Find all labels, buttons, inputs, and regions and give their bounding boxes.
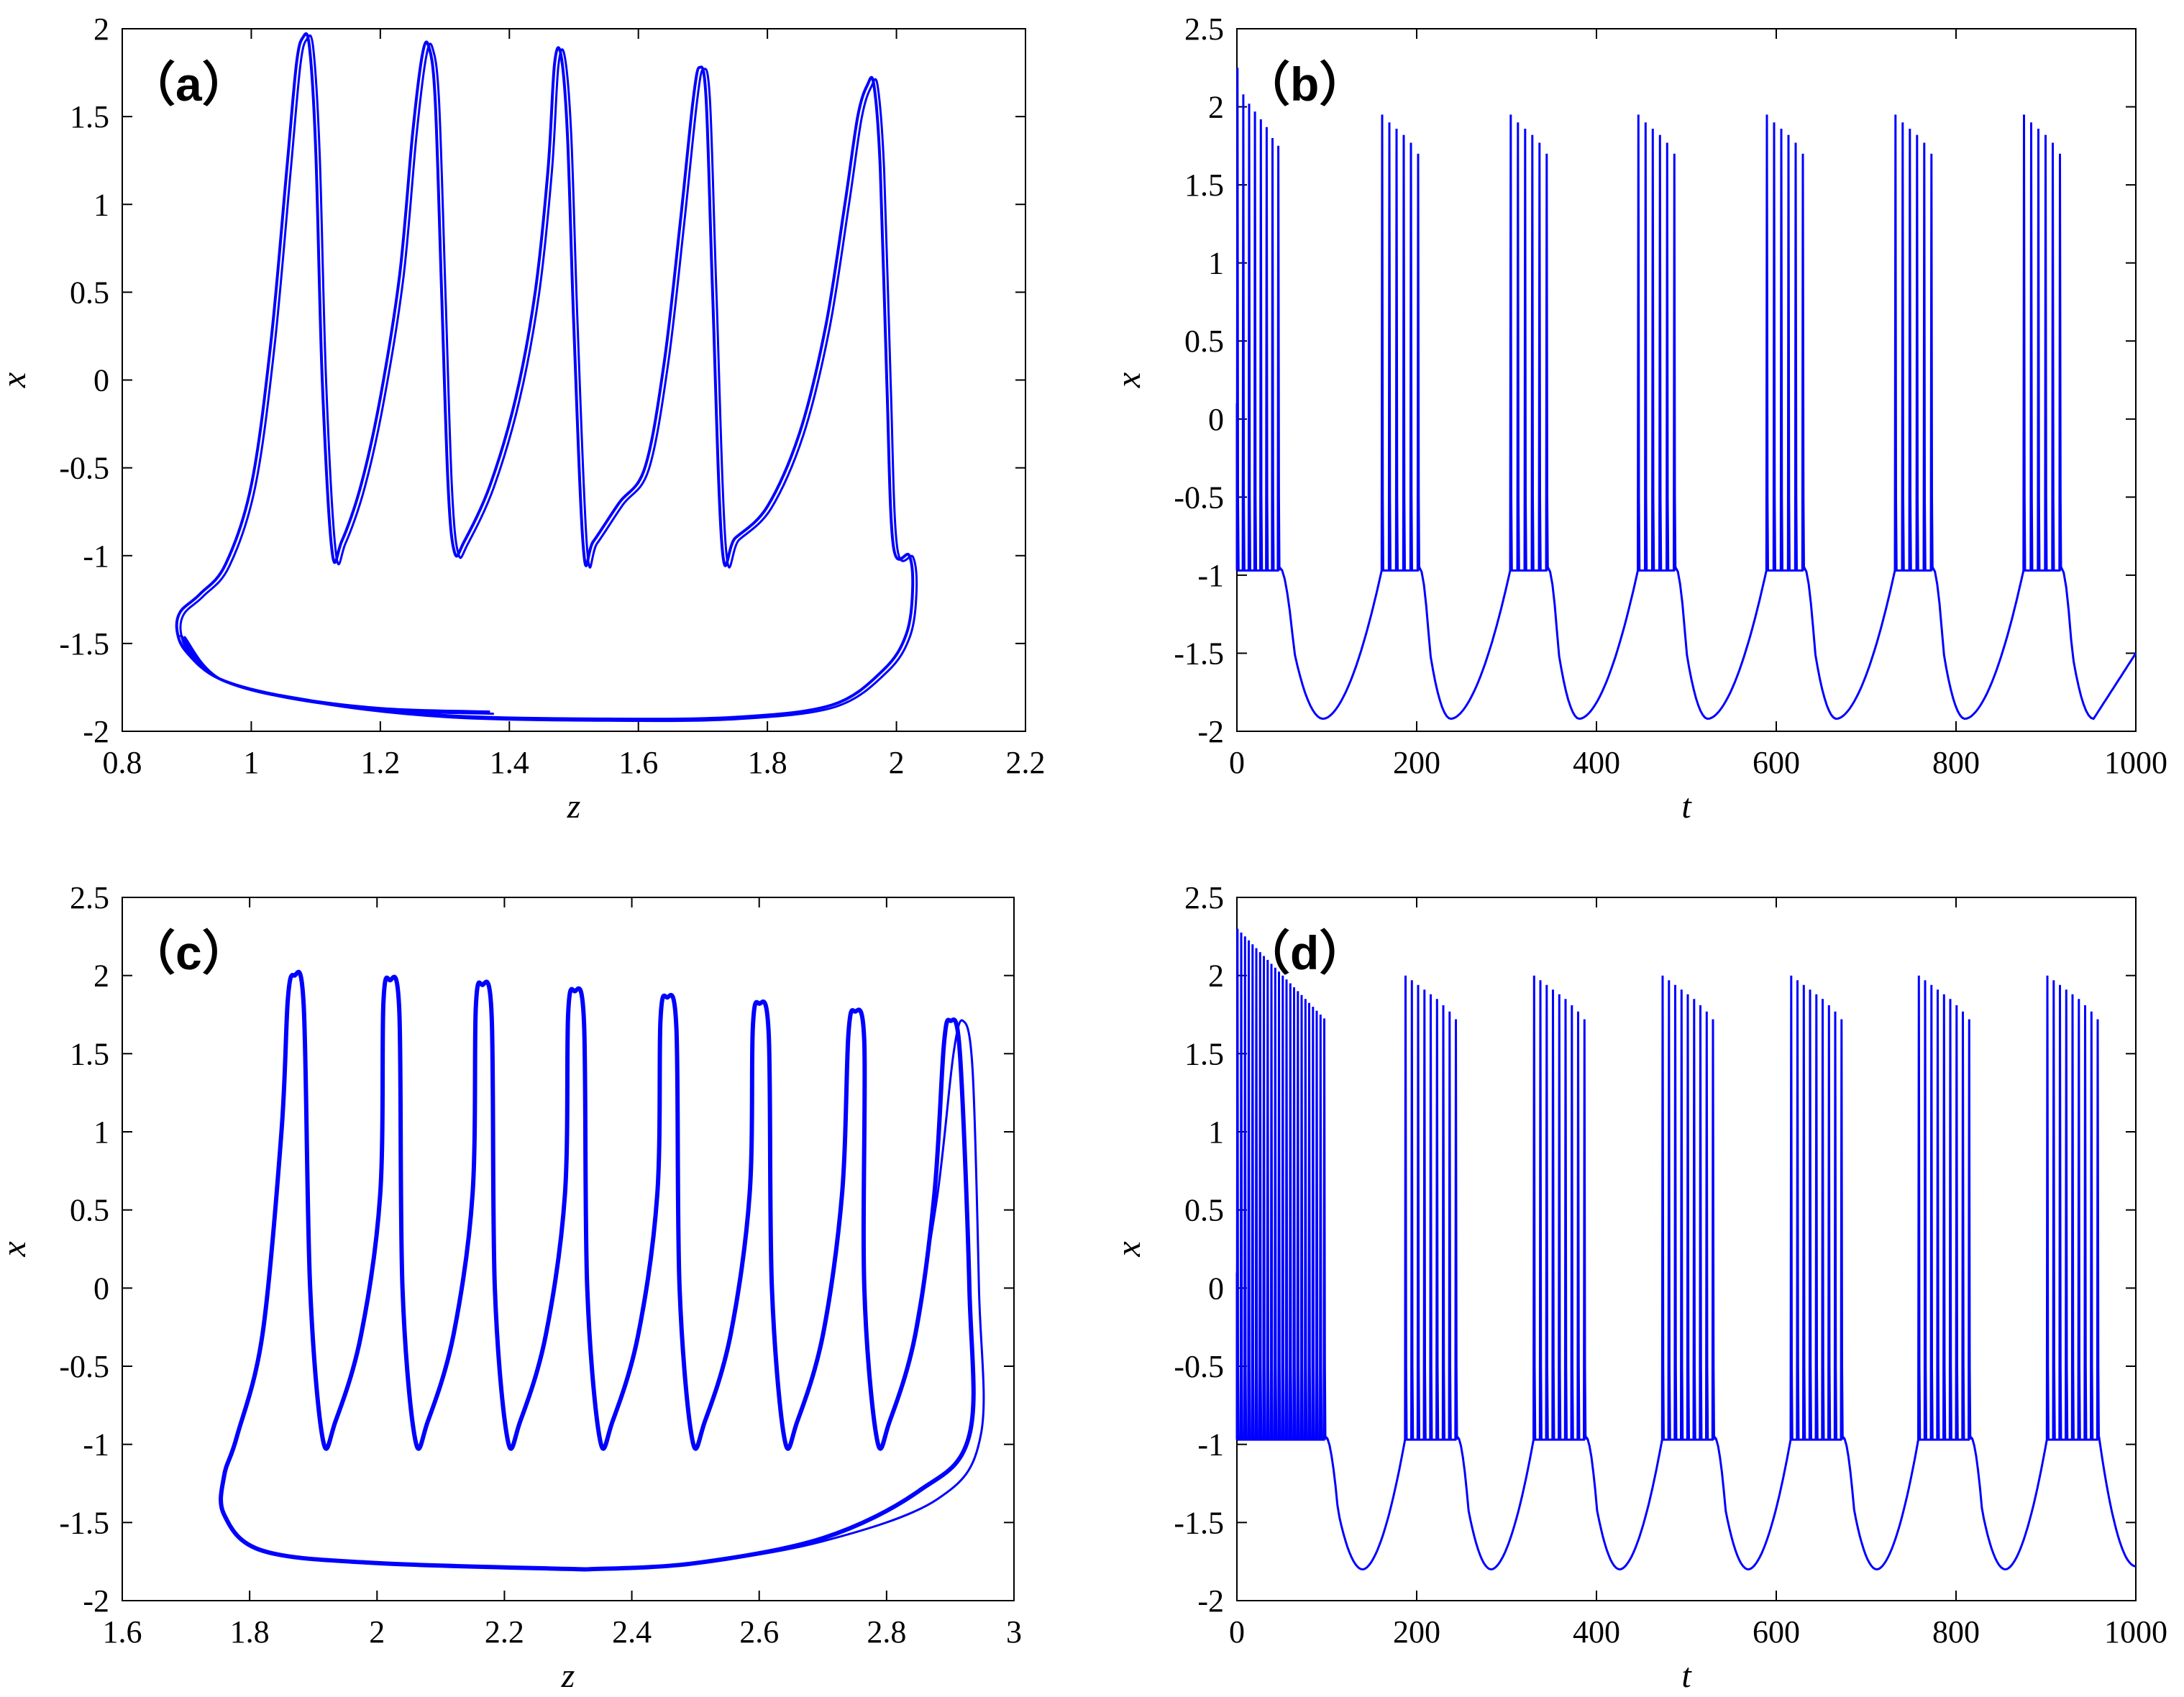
x-tick-label: 200 [1393, 1614, 1440, 1650]
x-tick-label: 1 [243, 745, 259, 780]
x-axis-label: t [1681, 787, 1692, 825]
panel-label-c: （c） [128, 926, 250, 979]
y-tick-label: -1 [83, 539, 109, 574]
x-tick-label: 800 [1932, 745, 1980, 780]
phase-trajectory-line [219, 969, 976, 1572]
y-tick-label: 0 [93, 1271, 109, 1306]
x-tick-label: 2.2 [1006, 745, 1046, 780]
y-axis-label: x [0, 1241, 33, 1257]
y-tick-label: -1.5 [1174, 636, 1224, 671]
x-tick-label: 2 [369, 1614, 385, 1650]
x-tick-label: 3 [1006, 1614, 1022, 1650]
x-tick-label: 2.4 [612, 1614, 652, 1650]
y-tick-label: 2.5 [70, 880, 109, 915]
x-tick-label: 1.6 [103, 1614, 142, 1650]
y-tick-label: -2 [83, 1583, 109, 1619]
y-axis-label: x [1110, 1241, 1148, 1257]
phase-trajectory-line [175, 32, 915, 721]
y-tick-label: 2.5 [1184, 880, 1224, 915]
x-tick-label: 1000 [2104, 1614, 2167, 1650]
tick-marks: 1.6 1.8 2 2.2 2.4 2.6 2.8 3 -2 -1.5 -1 -0.5 0 0.5 1 1.5… [59, 880, 1022, 1650]
panel-b-chart: 0 200 400 600 800 1000 -2 -1.5 -1 -0.5 0 0.5 1 1.5 2 2.… [1110, 12, 2167, 825]
x-axis-label: z [567, 787, 581, 825]
y-tick-label: 0.5 [1184, 1193, 1224, 1228]
y-tick-label: 0.5 [70, 275, 109, 310]
time-series-line [1235, 68, 2137, 721]
y-tick-label: 1 [93, 1115, 109, 1150]
y-tick-label: 2 [93, 12, 109, 47]
phase-trajectory-line-inner [587, 1019, 985, 1570]
x-tick-label: 1000 [2104, 745, 2167, 780]
y-tick-label: -1.5 [1174, 1505, 1224, 1540]
x-tick-label: 2.6 [739, 1614, 779, 1650]
x-tick-label: 0 [1229, 745, 1245, 780]
y-tick-label: 1.5 [1184, 168, 1224, 203]
y-tick-label: -1 [83, 1427, 109, 1463]
x-tick-label: 2 [889, 745, 905, 780]
x-tick-label: 200 [1393, 745, 1440, 780]
x-tick-label: 800 [1932, 1614, 1980, 1650]
x-tick-label: 600 [1753, 1614, 1800, 1650]
panel-label-d: （d） [1243, 926, 1366, 979]
time-series-line [1235, 928, 2137, 1571]
y-tick-label: -2 [1197, 714, 1224, 749]
y-tick-label: 0.5 [70, 1193, 109, 1228]
x-tick-label: 1.8 [230, 1614, 270, 1650]
x-tick-label: 400 [1573, 745, 1620, 780]
phase-trajectory-line-inner [179, 34, 918, 723]
y-tick-label: -1 [1197, 558, 1224, 593]
plot-frame [1236, 28, 2137, 732]
y-tick-label: -0.5 [1174, 1349, 1224, 1384]
x-tick-label: 2.8 [867, 1614, 906, 1650]
x-tick-label: 1.2 [360, 745, 400, 780]
panel-label-b: （b） [1243, 58, 1366, 111]
y-tick-label: 2 [1208, 959, 1224, 994]
y-tick-label: -1 [1197, 1427, 1224, 1463]
panel-label-a: （a） [128, 58, 250, 111]
x-tick-label: 0 [1229, 1614, 1245, 1650]
tick-marks: 0.8 1 1.2 1.4 1.6 1.8 2 2.2 -2 -1.5 -1 -0.5 0 0.5 1 1.5… [59, 12, 1045, 780]
x-tick-label: 400 [1573, 1614, 1620, 1650]
x-axis-label: z [561, 1657, 575, 1695]
y-tick-label: -1.5 [59, 1505, 109, 1540]
x-tick-label: 1.4 [490, 745, 529, 780]
y-tick-label: 1 [1208, 1115, 1224, 1150]
y-tick-label: -0.5 [1174, 480, 1224, 515]
panel-c-chart: 1.6 1.8 2 2.2 2.4 2.6 2.8 3 -2 -1.5 -1 -0.5 0 0.5 1 1.5… [0, 880, 1022, 1695]
y-axis-label: x [1110, 372, 1148, 388]
y-tick-label: 1 [1208, 246, 1224, 281]
y-tick-label: 0.5 [1184, 324, 1224, 359]
y-tick-label: 1.5 [70, 1036, 109, 1071]
y-tick-label: 2 [93, 959, 109, 994]
x-tick-label: 0.8 [103, 745, 142, 780]
y-tick-label: 1.5 [1184, 1036, 1224, 1071]
x-axis-label: t [1681, 1657, 1692, 1695]
y-tick-label: 0 [93, 363, 109, 398]
x-tick-label: 600 [1753, 745, 1800, 780]
y-axis-label: x [0, 372, 33, 388]
x-tick-label: 2.2 [485, 1614, 524, 1650]
y-tick-label: -1.5 [59, 626, 109, 662]
tick-marks: 0 200 400 600 800 1000 -2 -1.5 -1 -0.5 0 0.5 1 1.5 2 2.… [1174, 12, 2167, 780]
x-tick-label: 1.6 [618, 745, 658, 780]
y-tick-label: -0.5 [59, 451, 109, 486]
y-tick-label: 2.5 [1184, 12, 1224, 47]
y-tick-label: -0.5 [59, 1349, 109, 1384]
panel-d-chart: 0 200 400 600 800 1000 -2 -1.5 -1 -0.5 0 0.5 1 1.5 2 2.… [1110, 880, 2167, 1695]
x-tick-label: 1.8 [748, 745, 787, 780]
y-tick-label: -2 [1197, 1583, 1224, 1619]
y-tick-label: 0 [1208, 402, 1224, 437]
y-tick-label: 2 [1208, 90, 1224, 125]
panel-a-chart: 0.8 1 1.2 1.4 1.6 1.8 2 2.2 -2 -1.5 -1 -0.5 0 0.5 1 1.5… [0, 12, 1046, 825]
y-tick-label: 1 [93, 187, 109, 222]
plot-frame [1236, 897, 2137, 1601]
y-tick-label: 1.5 [70, 99, 109, 134]
y-tick-label: 0 [1208, 1271, 1224, 1306]
y-tick-label: -2 [83, 714, 109, 749]
tick-marks: 0 200 400 600 800 1000 -2 -1.5 -1 -0.5 0 0.5 1 1.5 2 2.… [1174, 880, 2167, 1650]
plot-frame [122, 897, 1015, 1601]
